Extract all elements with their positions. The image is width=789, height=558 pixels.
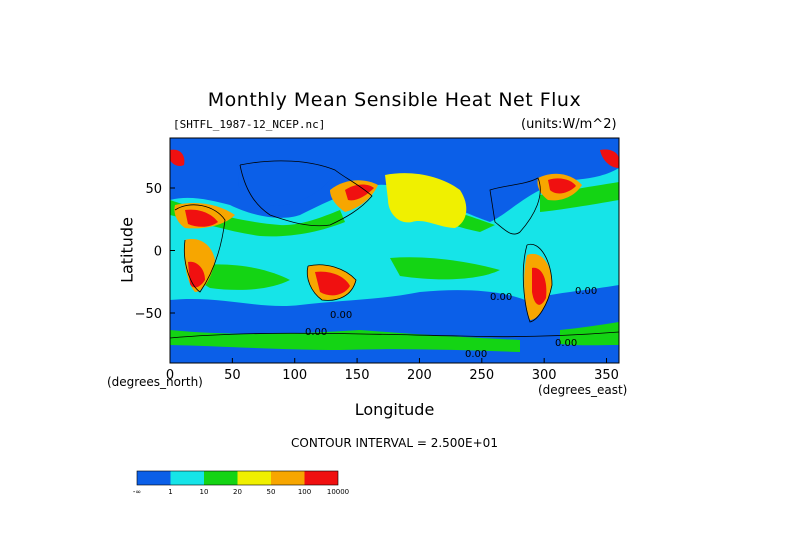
- green-south-pacific: [390, 257, 500, 280]
- y-tick-label: 0: [154, 245, 162, 260]
- x-axis-label: Longitude: [354, 400, 435, 419]
- contour-label: 0.00: [330, 310, 352, 321]
- colorbar-label: 10: [200, 488, 209, 496]
- colorbar-label: 10000: [327, 488, 349, 496]
- x-tick-label: 300: [532, 368, 557, 383]
- colorbar-swatch: [237, 471, 271, 485]
- chart-title: Monthly Mean Sensible Heat Net Flux: [207, 89, 582, 111]
- colorbar-swatch: [271, 471, 305, 485]
- contour-label: 0.00: [490, 292, 512, 303]
- red-gulf-stream: [548, 178, 576, 194]
- red-south-america: [532, 267, 547, 305]
- x-tick-label: 250: [469, 368, 494, 383]
- y-unit-label: (degrees_east): [538, 383, 628, 397]
- colorbar-frame: [136, 470, 339, 486]
- contour-interval-label: CONTOUR INTERVAL = 2.500E+01: [291, 436, 498, 450]
- colorbar-label: 1: [168, 488, 172, 496]
- colorbar-label: 50: [267, 488, 276, 496]
- contour-label: 0.00: [555, 338, 577, 349]
- green-north: [170, 200, 345, 237]
- x-tick-label: 150: [345, 368, 370, 383]
- colorbar-swatch: [204, 471, 238, 485]
- blue-eurasia: [238, 160, 335, 206]
- colorbar-label: 100: [298, 488, 311, 496]
- y-ticks: 50 0 −50: [135, 182, 175, 322]
- coastlines: [170, 160, 619, 339]
- red-kuroshio: [345, 184, 374, 201]
- file-label: [SHTFL_1987-12_NCEP.nc]: [173, 118, 326, 131]
- red-norwegian-sea: [600, 149, 619, 168]
- colorbar-label: 20: [233, 488, 242, 496]
- colorbar-swatch: [137, 471, 171, 485]
- green-indian: [197, 264, 290, 290]
- x-tick-label: 50: [224, 368, 241, 383]
- colorbar-swatch: [304, 471, 338, 485]
- red-west-edge: [170, 149, 185, 167]
- colorbar-swatch: [170, 471, 204, 485]
- contour-label: 0.00: [575, 286, 597, 297]
- contour-label: 0.00: [465, 349, 487, 360]
- red-sahara: [185, 209, 218, 227]
- x-tick-label: 200: [407, 368, 432, 383]
- red-africa: [188, 261, 205, 288]
- x-tick-label: 100: [282, 368, 307, 383]
- colorbar: -∞ 1 10 20 50 100 10000: [133, 470, 349, 496]
- yellow-north-pacific: [385, 173, 467, 228]
- flux-map: 0.00 0.00 0.00 0.00 0.00 0.00: [170, 138, 619, 363]
- contour-label: 0.00: [305, 327, 327, 338]
- colorbar-label: -∞: [133, 488, 141, 496]
- x-tick-label: 350: [594, 368, 619, 383]
- x-ticks: 0 50 100 150 200 250 300 350: [166, 358, 619, 383]
- units-label: (units:W/m^2): [521, 117, 617, 132]
- x-tick-label: 0: [166, 368, 174, 383]
- y-tick-label: −50: [135, 307, 162, 322]
- red-australia: [315, 271, 350, 296]
- green-atlantic: [540, 182, 619, 212]
- y-tick-label: 50: [145, 182, 162, 197]
- x-unit-label: (degrees_north): [107, 375, 203, 389]
